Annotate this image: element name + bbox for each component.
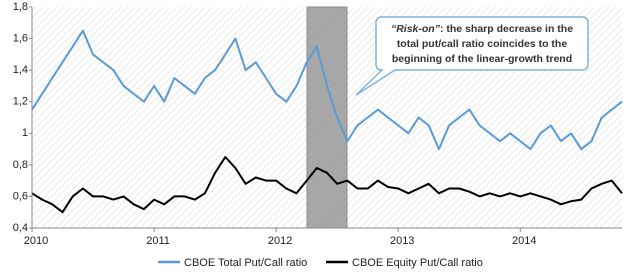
x-tick-label: 2012: [268, 235, 292, 247]
x-tick-label: 2010: [24, 235, 48, 247]
series-line: [31, 156, 623, 214]
series-line: [31, 29, 623, 151]
annotation-box: [355, 16, 589, 96]
legend-label: CBOE Equity Put/Call ratio: [352, 257, 483, 269]
annotation-line: beginning of the linear-growth trend: [392, 53, 572, 65]
y-tick-label: 0,6: [13, 190, 28, 202]
annotation-line: total put/call ratio coincides to the: [397, 38, 568, 50]
x-tick-label: 2013: [390, 235, 414, 247]
y-tick-label: 1: [22, 127, 28, 139]
annotation-text: : the sharp decrease in the: [440, 23, 573, 35]
y-tick-label: 1,2: [13, 96, 28, 108]
x-tick-label: 2011: [146, 235, 170, 247]
y-tick-label: 0,8: [13, 159, 28, 171]
annotation-emphasis: “Risk-on”: [391, 23, 441, 35]
y-tick-label: 1,4: [13, 64, 28, 76]
y-tick-label: 0,4: [13, 222, 28, 234]
x-tick-label: 2014: [512, 235, 536, 247]
legend-label: CBOE Total Put/Call ratio: [184, 257, 307, 269]
y-tick-label: 1,6: [13, 32, 28, 44]
annotation-line: “Risk-on”: the sharp decrease in the: [391, 23, 573, 35]
y-tick-label: 1,8: [13, 1, 28, 13]
highlight-period: [306, 6, 348, 229]
